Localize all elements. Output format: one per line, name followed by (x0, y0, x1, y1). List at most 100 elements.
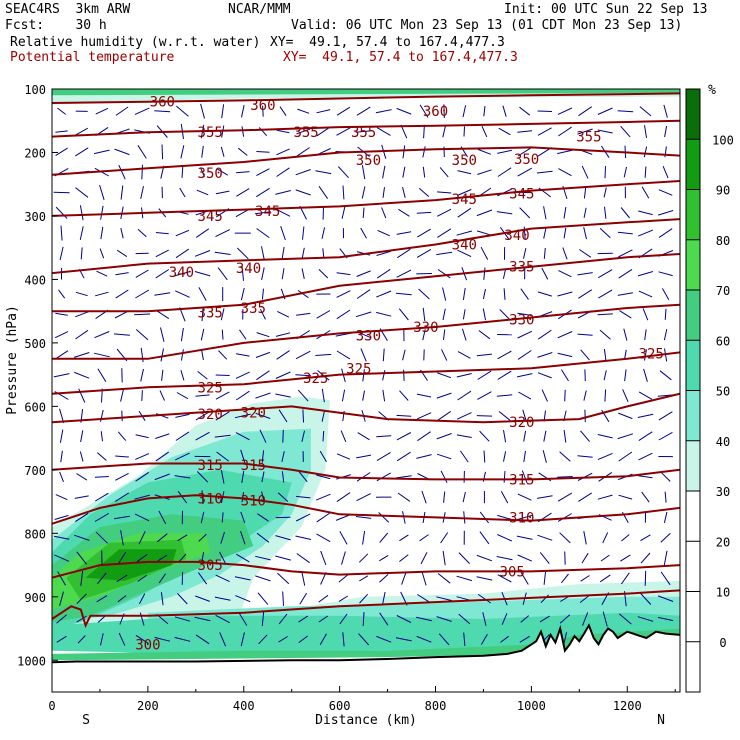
wind-vector (660, 471, 671, 482)
wind-vector (120, 227, 124, 239)
theta-contour-310 (52, 494, 680, 525)
wind-vector (361, 186, 366, 199)
wind-vector (201, 349, 204, 361)
wind-vector (423, 124, 425, 139)
wind-vector (436, 433, 452, 440)
wind-vector (241, 126, 245, 137)
wind-vector (220, 308, 225, 321)
wind-vector (517, 554, 532, 562)
wind-vector (599, 228, 611, 239)
wind-vector (422, 307, 426, 321)
colorbar-swatch (686, 239, 700, 291)
wind-vector (521, 470, 528, 484)
wind-vector (396, 107, 412, 115)
wind-vector (638, 229, 653, 237)
wind-vector (479, 511, 489, 524)
wind-vector (297, 289, 309, 299)
wind-vector (355, 130, 372, 133)
wind-vector (220, 146, 225, 157)
wind-vector (337, 166, 349, 179)
wind-vector (262, 105, 264, 117)
wind-vector (462, 105, 467, 118)
wind-vector (581, 552, 589, 564)
wind-vector (58, 289, 66, 299)
wind-vector (577, 333, 593, 336)
theta-label: 320 (241, 406, 266, 422)
wind-vector (500, 490, 509, 504)
wind-vector (160, 348, 164, 362)
wind-vector (577, 128, 593, 135)
wind-vector (113, 333, 130, 336)
wind-vector (376, 250, 392, 256)
wind-vector (440, 470, 448, 484)
wind-vector (396, 451, 411, 462)
wind-vector (557, 149, 573, 155)
wind-vector (240, 531, 246, 545)
wind-vector (599, 329, 611, 340)
axes-layer: 0 200 400 600 800 1000 1200 100 200 300 400 500 600 7… (17, 83, 676, 713)
x-tick-label: 1000 (517, 699, 546, 713)
wind-vector (160, 327, 165, 342)
wind-vector (75, 291, 88, 297)
forecast-hour: Fcst: 30 h (5, 18, 107, 33)
wind-vector (116, 249, 128, 258)
wind-vector (500, 635, 509, 643)
wind-vector (220, 470, 225, 484)
wind-vector (215, 229, 231, 238)
wind-vector (221, 104, 225, 119)
wind-vector (663, 511, 668, 524)
wind-vector (501, 613, 508, 625)
wind-vector (398, 208, 410, 217)
wind-vector (56, 614, 67, 624)
wind-vector (135, 269, 149, 278)
theta-label: 360 (250, 98, 275, 114)
wind-vector (79, 226, 84, 240)
wind-vector (603, 187, 607, 198)
wind-vector (537, 495, 553, 499)
wind-vector (598, 269, 613, 279)
wind-vector (75, 329, 89, 340)
wind-vector (275, 208, 291, 217)
wind-vector (583, 186, 587, 199)
wind-vector (441, 349, 448, 361)
wind-vector (159, 390, 165, 401)
wind-vector (519, 106, 531, 116)
wind-vector (299, 592, 308, 605)
wind-vector (301, 247, 305, 260)
wind-vector (644, 329, 647, 340)
wind-vector (558, 270, 572, 278)
wind-vector (336, 309, 351, 320)
wind-vector (558, 126, 572, 137)
wind-vector (458, 613, 471, 625)
wind-vector (396, 231, 412, 235)
wind-vector (259, 309, 266, 320)
wind-vector (276, 167, 290, 177)
wind-vector (234, 413, 251, 419)
wind-vector (54, 331, 69, 339)
wind-vector (604, 166, 606, 179)
wind-vector (94, 331, 110, 339)
colorbar-swatch (686, 89, 700, 140)
wind-vector (578, 289, 593, 299)
wind-vector (117, 551, 127, 565)
wind-vector (436, 392, 452, 399)
wind-vector (196, 189, 209, 196)
wind-vector (117, 595, 127, 603)
wind-vector (597, 452, 613, 461)
wind-vector (96, 452, 107, 461)
wind-vector (237, 147, 248, 156)
wind-vector (154, 473, 170, 481)
wind-vector (320, 550, 327, 566)
wind-vector (336, 453, 351, 460)
wind-vector (623, 328, 628, 341)
wind-vector (201, 145, 204, 158)
theta-label: 345 (509, 187, 534, 203)
wind-vector (74, 534, 90, 541)
wind-vector (658, 271, 673, 277)
wind-vector (456, 434, 472, 438)
wind-vector (438, 633, 450, 646)
theta-label: 355 (576, 130, 601, 146)
theta-contour-layer (52, 92, 680, 629)
wind-vector (618, 613, 632, 625)
wind-vector (75, 512, 89, 523)
